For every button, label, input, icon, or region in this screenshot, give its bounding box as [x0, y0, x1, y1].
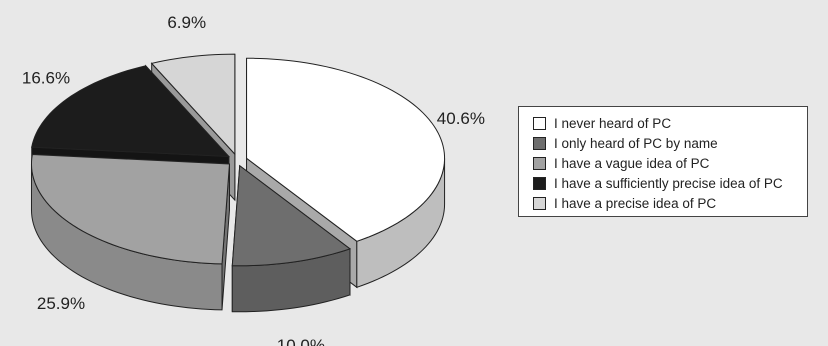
legend-item: I never heard of PC: [533, 113, 807, 133]
legend-swatch: [533, 196, 546, 210]
legend-swatch: [533, 176, 546, 190]
pie-slice: [246, 57, 446, 242]
legend-item: I only heard of PC by name: [533, 133, 807, 153]
legend-label: I have a vague idea of PC: [554, 155, 710, 171]
pie-slice: [30, 154, 231, 265]
slice-value-label: 40.6%: [437, 109, 485, 128]
slice-value-label: 25.9%: [37, 294, 85, 313]
legend-label: I only heard of PC by name: [554, 135, 718, 151]
legend: I never heard of PC I only heard of PC b…: [518, 106, 808, 217]
legend-swatch: [533, 136, 546, 150]
slice-value-label: 16.6%: [22, 69, 70, 88]
legend-item: I have a sufficiently precise idea of PC: [533, 173, 807, 193]
legend-label: I have a precise idea of PC: [554, 195, 717, 211]
pie-slice: [231, 164, 352, 267]
legend-swatch: [533, 116, 546, 130]
legend-item: I have a vague idea of PC: [533, 153, 807, 173]
legend-swatch: [533, 156, 546, 170]
slice-value-label: 10.0%: [277, 336, 325, 346]
legend-item: I have a precise idea of PC: [533, 193, 807, 213]
slice-value-label: 6.9%: [167, 13, 206, 32]
pie-slice: [150, 53, 236, 156]
legend-label: I never heard of PC: [554, 115, 672, 131]
pie-slice: [31, 65, 231, 158]
legend-label: I have a sufficiently precise idea of PC: [554, 175, 783, 191]
